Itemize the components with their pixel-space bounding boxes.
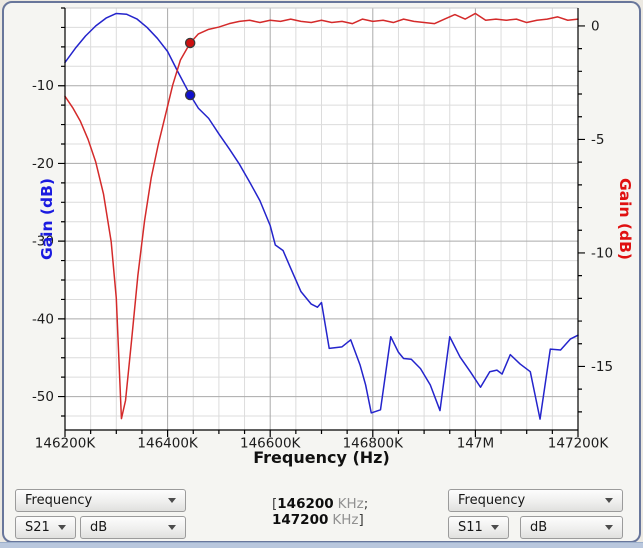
x-axis-ticks [64, 430, 579, 437]
svg-text:146400K: 146400K [137, 436, 199, 452]
chevron-down-icon [58, 525, 66, 530]
left-parameter-value: S21 [25, 520, 50, 535]
svg-text:-15: -15 [591, 359, 613, 375]
window-bottom-edge [0, 542, 643, 548]
x-axis-tick-labels: 146200K 146400K 146600K 146800K 147M 147200K [35, 436, 610, 452]
svg-text:-20: -20 [32, 156, 54, 172]
right-trace-unit-select[interactable]: dB [520, 516, 623, 539]
right-axis-tick-labels: 0 -5 -10 -15 [591, 18, 613, 375]
x-axis-title: Frequency (Hz) [253, 448, 390, 467]
chevron-down-icon [605, 525, 613, 530]
frequency-range-end: 147200 KHz] [272, 511, 364, 528]
svg-text:-10: -10 [591, 245, 613, 261]
left-trace-x-variable-select[interactable]: Frequency [15, 489, 186, 512]
svg-text:-5: -5 [591, 132, 604, 148]
svg-text:147200K: 147200K [548, 436, 610, 452]
right-x-variable-value: Frequency [458, 493, 526, 508]
s11-trace [64, 12, 579, 420]
s11-marker[interactable] [184, 37, 196, 49]
left-x-variable-value: Frequency [25, 493, 93, 508]
frequency-range-start: [146200 KHz; [272, 496, 369, 512]
left-axis-tick-labels: -10 -20 -30 -40 -50 [32, 78, 54, 405]
svg-text:-50: -50 [32, 389, 54, 405]
svg-text:0: 0 [591, 18, 600, 34]
svg-text:-30: -30 [32, 234, 54, 250]
s21-trace [64, 12, 579, 420]
right-parameter-value: S11 [458, 520, 483, 535]
right-axis-ticks [578, 25, 585, 413]
left-unit-value: dB [90, 520, 108, 535]
right-axis-title: Gain (dB) [616, 178, 634, 260]
left-trace-parameter-select[interactable]: S21 [15, 516, 76, 539]
svg-text:147M: 147M [457, 436, 494, 452]
svg-text:146200K: 146200K [35, 436, 97, 452]
chevron-down-icon [491, 525, 499, 530]
right-unit-value: dB [530, 520, 548, 535]
svg-text:146600K: 146600K [240, 436, 302, 452]
chevron-down-icon [605, 498, 613, 503]
chevron-down-icon [168, 525, 176, 530]
left-axis-title: Gain (dB) [38, 178, 56, 260]
left-trace-unit-select[interactable]: dB [80, 516, 186, 539]
s21-marker[interactable] [184, 89, 196, 101]
right-trace-parameter-select[interactable]: S11 [448, 516, 509, 539]
svg-text:-10: -10 [32, 78, 54, 94]
left-axis-ticks [58, 7, 65, 417]
grid-major [65, 8, 578, 430]
chevron-down-icon [168, 498, 176, 503]
svg-text:-40: -40 [32, 311, 54, 327]
svg-text:146800K: 146800K [343, 436, 405, 452]
frequency-range-label: [146200 KHz; 147200 KHz] [272, 496, 369, 528]
right-trace-x-variable-select[interactable]: Frequency [448, 489, 623, 512]
grid-minor [65, 8, 578, 430]
